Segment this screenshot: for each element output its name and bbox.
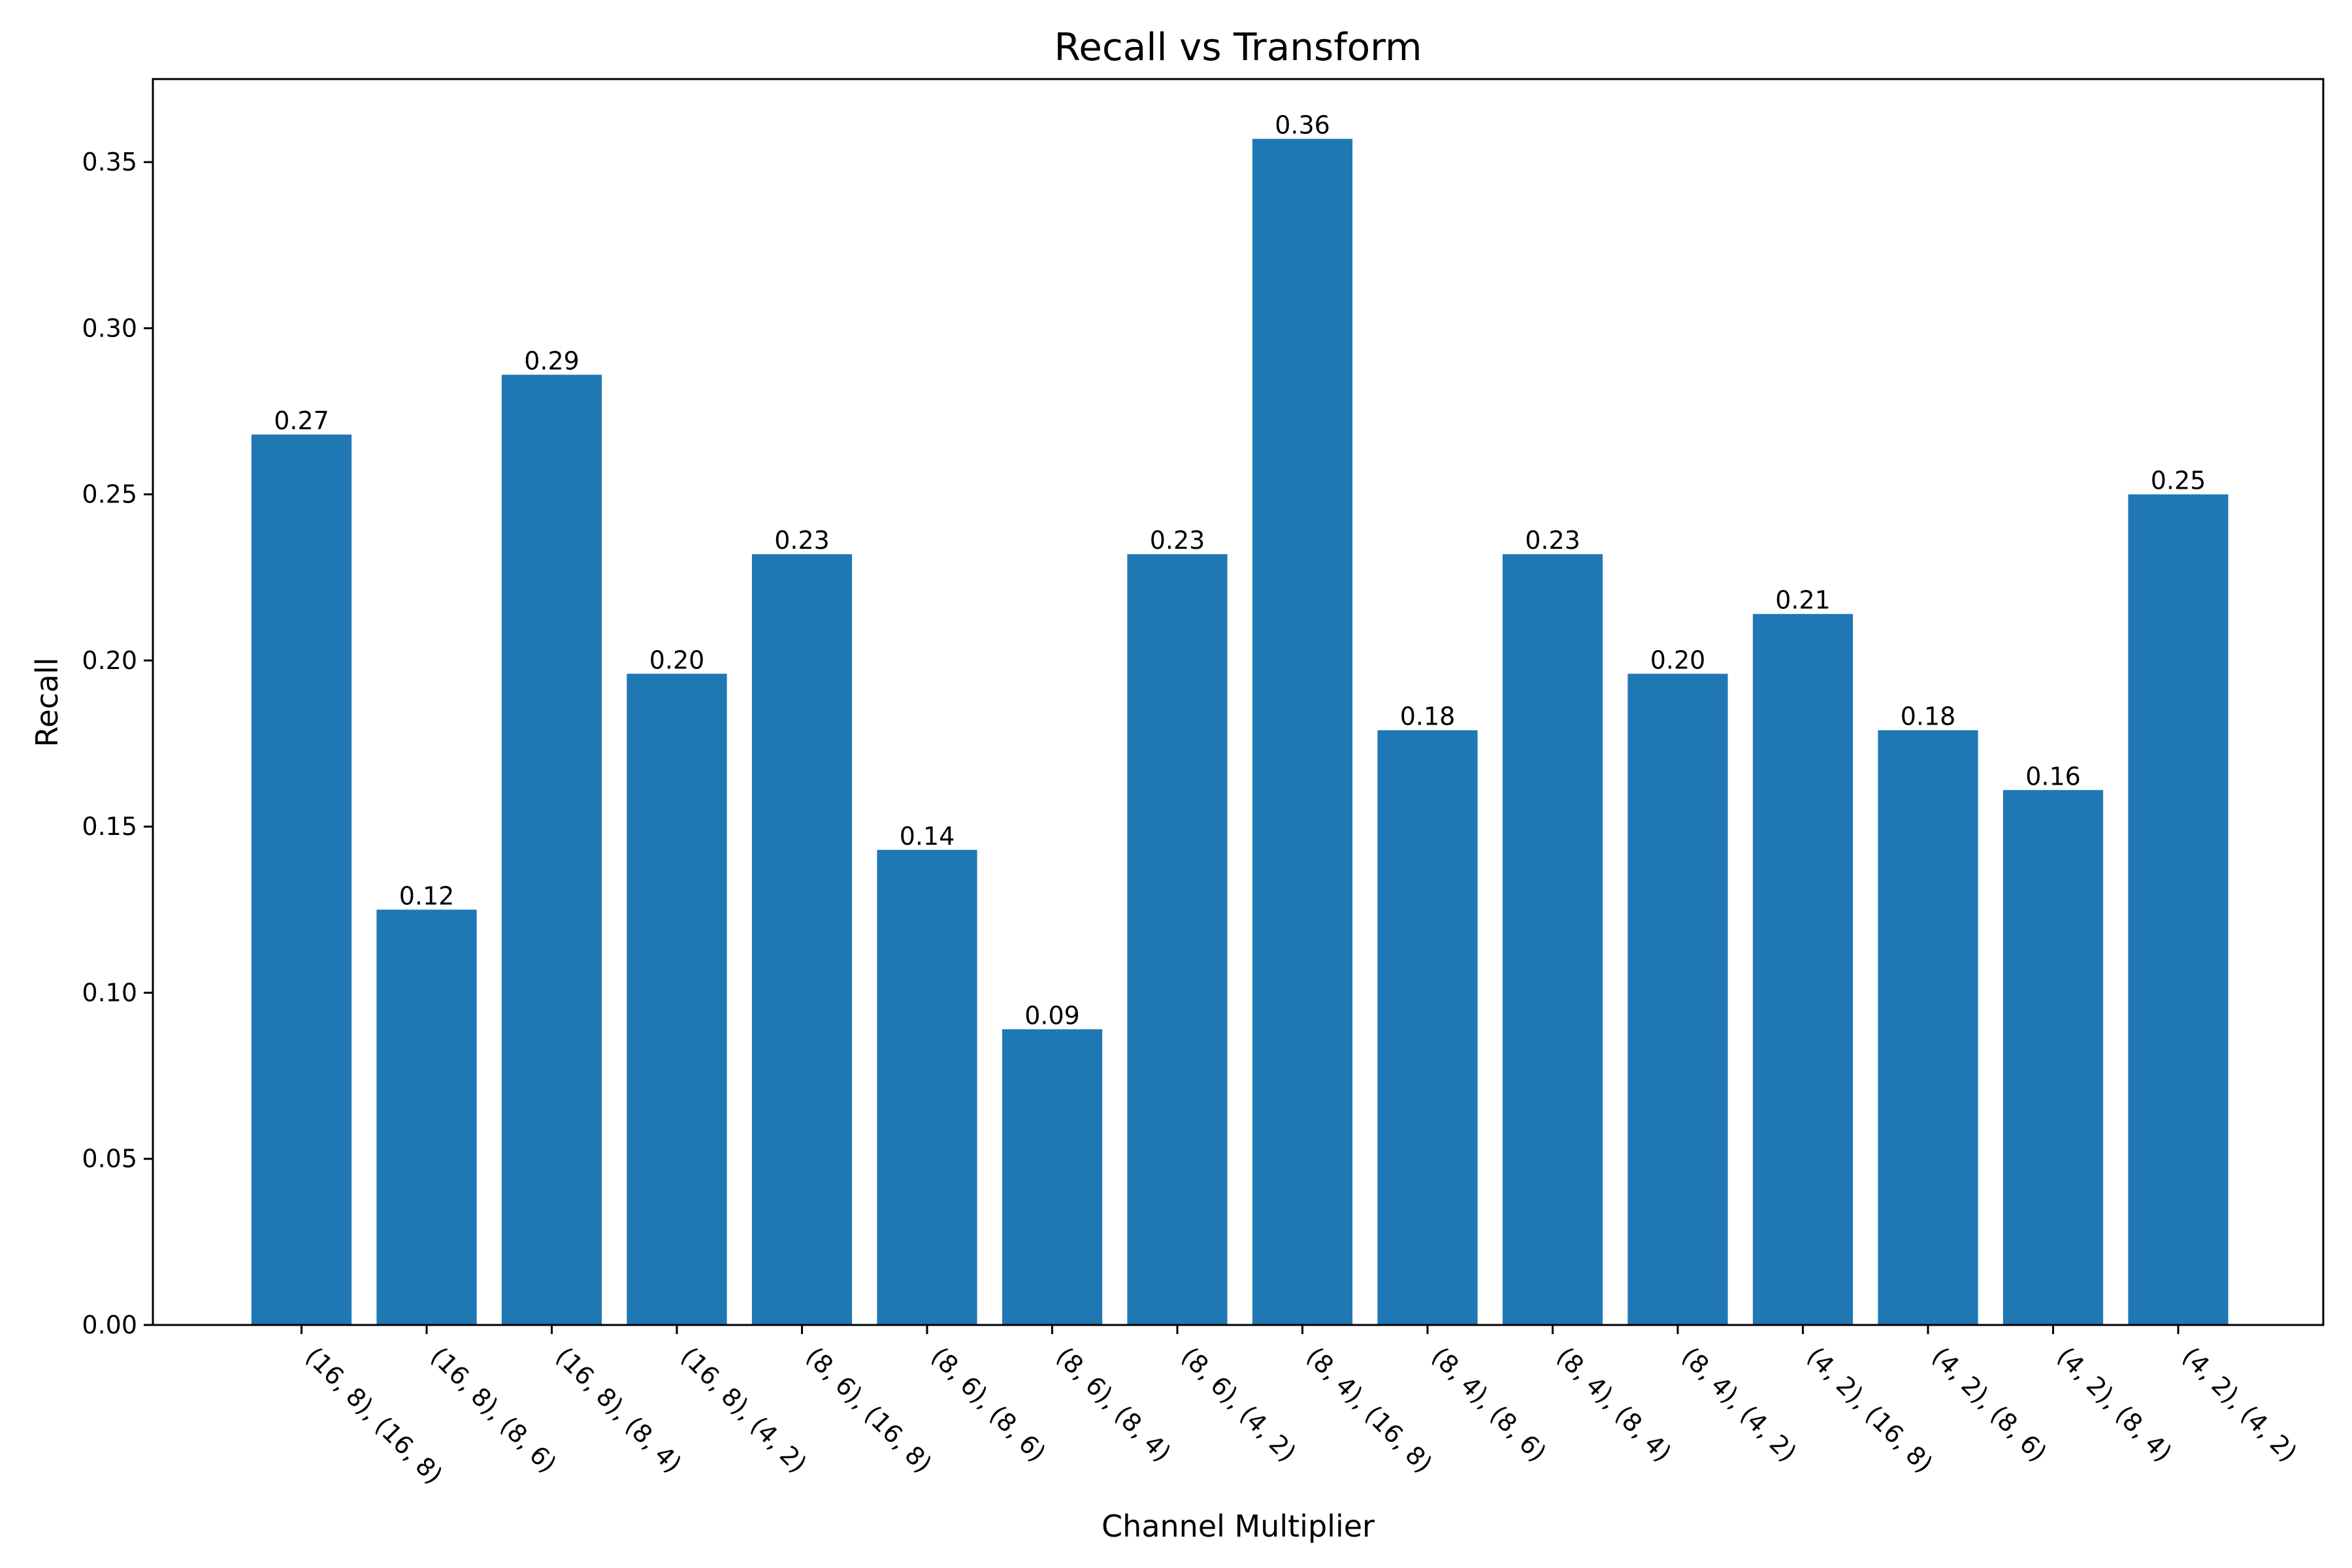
bar-value-label: 0.23 [1525, 526, 1580, 555]
bar [877, 849, 977, 1325]
x-tick-label: (16, 8), (8, 4) [550, 1341, 687, 1478]
x-tick-label: (8, 4), (8, 6) [1426, 1341, 1552, 1467]
bar-value-label: 0.21 [1775, 586, 1831, 615]
bar-value-label: 0.14 [900, 822, 955, 851]
x-tick-label: (8, 6), (8, 6) [926, 1341, 1052, 1467]
bar [627, 674, 727, 1325]
bar [1002, 1029, 1103, 1325]
bar-value-label: 0.20 [1650, 645, 1706, 674]
bar-value-label: 0.23 [774, 526, 830, 555]
bar-value-label: 0.12 [399, 881, 455, 910]
plot-frame [152, 78, 2325, 1326]
bar [376, 909, 477, 1325]
bar [1377, 730, 1478, 1325]
x-tick-label: (16, 8), (16, 8) [300, 1341, 448, 1490]
bar [1627, 674, 1728, 1325]
bar-value-label: 0.36 [1275, 111, 1330, 140]
bar [751, 554, 853, 1325]
y-axis-label: Recall [29, 657, 65, 747]
y-tick-label: 0.05 [82, 1145, 137, 1173]
y-tick-label: 0.20 [82, 646, 137, 675]
x-tick-label: (8, 6), (16, 8) [800, 1341, 938, 1478]
bar [2002, 790, 2104, 1325]
bar [2128, 494, 2229, 1325]
y-axis: 0.00 0.05 0.10 0.15 0.20 0.25 0.30 0.35 [82, 148, 153, 1339]
x-tick-label: (8, 4), (8, 4) [1551, 1341, 1677, 1467]
y-tick-label: 0.30 [82, 314, 137, 342]
x-tick-label: (8, 4), (4, 2) [1676, 1341, 1803, 1467]
y-tick-label: 0.10 [82, 978, 137, 1007]
bar [501, 374, 602, 1325]
x-tick-label: (16, 8), (4, 2) [676, 1341, 813, 1478]
value-labels: 0.27 0.12 0.29 0.20 0.23 0.14 0.09 0.23 0.36 0.18… [274, 111, 2206, 1030]
x-axis-label: Channel Multiplier [1102, 1509, 1375, 1544]
bar [1252, 139, 1353, 1325]
y-tick-label: 0.25 [82, 480, 137, 509]
bar-value-label: 0.16 [2025, 762, 2081, 791]
x-tick-label: (4, 2), (4, 2) [2177, 1341, 2303, 1467]
x-tick-label: (8, 6), (4, 2) [1176, 1341, 1302, 1467]
chart-title: Recall vs Transform [1054, 25, 1422, 69]
x-tick-label: (4, 2), (16, 8) [1801, 1341, 1938, 1478]
bar-value-label: 0.23 [1150, 526, 1205, 555]
bar [1127, 554, 1228, 1325]
x-tick-label: (4, 2), (8, 4) [2051, 1341, 2178, 1467]
bar [251, 434, 352, 1326]
bar-value-label: 0.09 [1024, 1001, 1080, 1030]
bar-value-label: 0.25 [2151, 466, 2206, 495]
bars [251, 139, 2229, 1326]
x-axis: (16, 8), (16, 8)(16, 8), (8, 6)(16, 8), … [300, 1325, 2302, 1490]
bar-value-label: 0.20 [649, 645, 705, 674]
y-tick-label: 0.00 [82, 1311, 137, 1339]
y-tick-label: 0.15 [82, 812, 137, 841]
bar-value-label: 0.27 [274, 406, 329, 435]
x-tick-label: (8, 6), (8, 4) [1051, 1341, 1177, 1467]
x-tick-label: (8, 4), (16, 8) [1301, 1341, 1438, 1478]
bar-value-label: 0.29 [524, 347, 580, 376]
x-tick-label: (16, 8), (8, 6) [425, 1341, 563, 1478]
bar [1752, 613, 1854, 1325]
bar-value-label: 0.18 [1400, 702, 1456, 731]
y-tick-label: 0.35 [82, 148, 137, 176]
bar-value-label: 0.18 [1901, 702, 1956, 731]
x-tick-label: (4, 2), (8, 6) [1927, 1341, 2053, 1467]
bar [1502, 554, 1603, 1325]
bar [1878, 730, 1978, 1325]
